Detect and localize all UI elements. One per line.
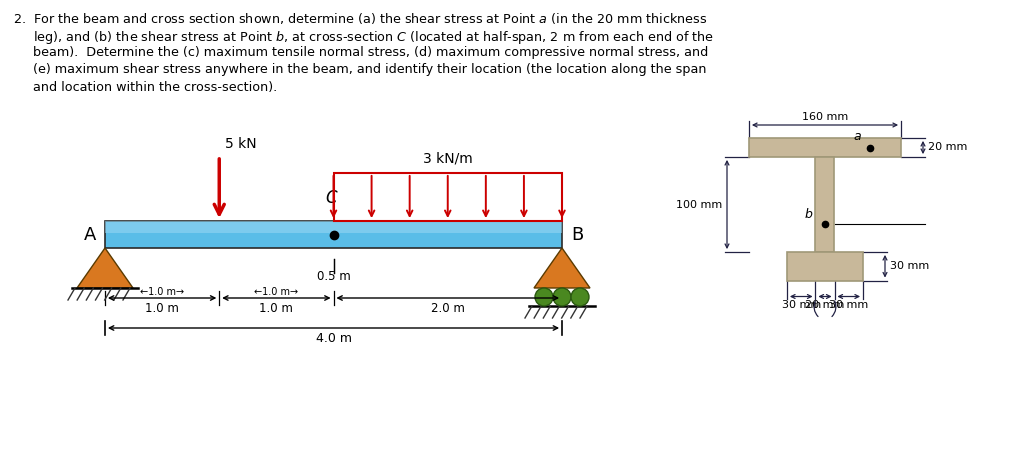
Text: 20 mm: 20 mm: [805, 300, 845, 310]
Text: 160 mm: 160 mm: [802, 112, 848, 122]
Bar: [815, 157, 835, 252]
Text: beam).  Determine the (c) maximum tensile normal stress, (d) maximum compressive: beam). Determine the (c) maximum tensile…: [13, 46, 709, 59]
Bar: [105, 221, 562, 248]
Text: $b$: $b$: [804, 207, 813, 221]
Bar: [334, 173, 562, 221]
Circle shape: [535, 288, 553, 306]
Text: 30 mm: 30 mm: [829, 300, 868, 310]
Text: leg), and (b) the shear stress at Point $b$, at cross-section $C$ (located at ha: leg), and (b) the shear stress at Point …: [13, 29, 714, 45]
Text: 3 kN/m: 3 kN/m: [423, 151, 473, 165]
Text: 0.5 m: 0.5 m: [316, 270, 350, 283]
Text: 5 kN: 5 kN: [225, 137, 257, 151]
Text: ←1.0 m→: ←1.0 m→: [254, 287, 298, 297]
Text: 2.0 m: 2.0 m: [431, 302, 465, 315]
Text: 1.0 m: 1.0 m: [259, 302, 293, 315]
Text: 30 mm: 30 mm: [890, 261, 929, 271]
Text: 2.  For the beam and cross section shown, determine (a) the shear stress at Poin: 2. For the beam and cross section shown,…: [13, 11, 708, 26]
Bar: [105, 221, 562, 233]
Text: B: B: [570, 226, 583, 244]
Polygon shape: [534, 248, 590, 288]
Text: 100 mm: 100 mm: [676, 199, 722, 209]
Circle shape: [571, 288, 589, 306]
Text: and location within the cross-section).: and location within the cross-section).: [13, 81, 278, 94]
Circle shape: [553, 288, 571, 306]
Text: 4.0 m: 4.0 m: [315, 332, 351, 345]
Text: A: A: [84, 226, 96, 244]
Polygon shape: [77, 248, 133, 288]
Text: (e) maximum shear stress anywhere in the beam, and identify their location (the : (e) maximum shear stress anywhere in the…: [13, 63, 707, 77]
Bar: [787, 252, 863, 280]
Text: $a$: $a$: [853, 130, 862, 144]
Bar: [749, 138, 901, 157]
Text: $C$: $C$: [325, 189, 338, 207]
Text: 30 mm: 30 mm: [781, 300, 821, 310]
Text: 20 mm: 20 mm: [928, 143, 968, 153]
Text: 1.0 m: 1.0 m: [145, 302, 179, 315]
Text: ←1.0 m→: ←1.0 m→: [140, 287, 184, 297]
